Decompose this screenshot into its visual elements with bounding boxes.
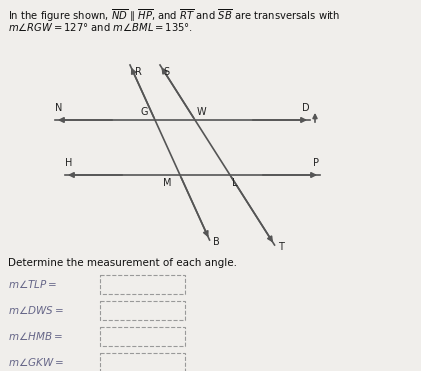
FancyBboxPatch shape [100,327,185,346]
FancyBboxPatch shape [100,353,185,371]
Text: H: H [65,158,73,168]
Text: $m\angle HMB =$: $m\angle HMB =$ [8,331,63,342]
Text: P: P [313,158,319,168]
Text: M: M [163,178,172,188]
Text: L: L [232,178,237,188]
Text: W: W [197,107,207,117]
FancyBboxPatch shape [100,301,185,320]
Text: $m\angle TLP =$: $m\angle TLP =$ [8,279,57,290]
Text: D: D [302,103,310,113]
FancyBboxPatch shape [100,275,185,294]
Text: R: R [135,67,142,77]
Text: $m\angle DWS =$: $m\angle DWS =$ [8,305,64,316]
Text: G: G [141,107,148,117]
Text: B: B [213,237,219,247]
Text: T: T [277,242,283,252]
Text: Determine the measurement of each angle.: Determine the measurement of each angle. [8,258,237,268]
Text: S: S [163,67,169,77]
Text: $m\angle GKW =$: $m\angle GKW =$ [8,357,64,368]
Text: N: N [55,103,63,113]
Text: In the figure shown, $\overline{ND}$ ∥ $\overline{HP}$, and $\overline{RT}$ and : In the figure shown, $\overline{ND}$ ∥ $… [8,8,341,24]
Text: $m\angle RGW = 127°$ and $m\angle BML = 135°$.: $m\angle RGW = 127°$ and $m\angle BML = … [8,21,193,33]
